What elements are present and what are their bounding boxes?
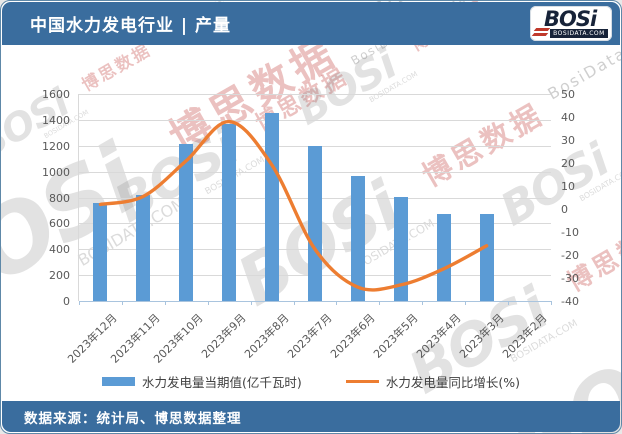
x-axis-tick xyxy=(465,301,467,305)
x-axis-tick xyxy=(422,301,424,305)
x-axis-tick xyxy=(379,301,381,305)
y-axis-left-tick-label: 800 xyxy=(49,191,70,205)
bar-2023年5月 xyxy=(393,196,408,301)
bosi-logo: BOSi​ BOSIDATA.COM xyxy=(530,6,612,41)
bar-2023年11月 xyxy=(136,194,151,301)
x-axis-tick xyxy=(164,301,166,305)
bar-2023年12月 xyxy=(93,202,108,301)
y-axis-right-tick-label: 0 xyxy=(561,203,568,216)
y-axis-left-tick-label: 400 xyxy=(49,243,70,257)
y-axis-right-tick-label: -30 xyxy=(561,272,579,285)
x-axis-label: 2023年8月 xyxy=(242,311,292,361)
y-axis-right-tick-label: 30 xyxy=(561,134,575,147)
bar-2023年9月 xyxy=(222,124,237,301)
footer-bar: 数据来源：统计局、博思数据整理 xyxy=(2,401,620,432)
page-title: 中国水力发电行业 | 产量 xyxy=(30,16,232,36)
x-axis-label: 2023年4月 xyxy=(413,311,464,361)
y-axis-left-tick-label: 0 xyxy=(63,295,70,308)
x-axis-label: 2023年3月 xyxy=(456,311,507,361)
x-axis-tick xyxy=(508,301,510,305)
bar-2023年6月 xyxy=(350,176,365,301)
y-axis-left-tick-label: 600 xyxy=(49,217,70,231)
data-source-note: 数据来源：统计局、博思数据整理 xyxy=(24,410,242,427)
x-axis-tick xyxy=(336,301,338,305)
logo-domain: BOSIDATA.COM xyxy=(550,29,608,38)
legend-item-line-series: 水力发电量同比增长(%) xyxy=(345,372,520,391)
x-axis-tick xyxy=(121,301,123,305)
x-axis-label: 2023年7月 xyxy=(285,311,335,361)
header-bar: 中国水力发电行业 | 产量 BOSi​ BOSIDATA.COM xyxy=(2,2,620,45)
legend: 水力发电量当期值(亿千瓦时) 水力发电量同比增长(%) xyxy=(1,371,621,391)
x-axis-label: 2023年6月 xyxy=(328,311,378,361)
y-axis-right-tick-label: 40 xyxy=(561,111,575,124)
bar-2023年4月 xyxy=(436,214,451,301)
y-axis-right-tick-label: 50 xyxy=(561,88,575,101)
left-axis-line xyxy=(78,94,79,301)
bar-series-swatch-icon xyxy=(102,376,136,386)
x-axis-label: 2023年9月 xyxy=(199,311,249,361)
y-axis-right-tick-label: -10 xyxy=(561,226,579,239)
bar-2023年10月 xyxy=(179,143,194,301)
x-axis-label: 2023年2月 xyxy=(499,311,550,361)
bar-2023年3月 xyxy=(479,214,494,301)
x-axis-tick xyxy=(207,301,209,305)
x-axis-tick xyxy=(551,301,552,305)
gridline xyxy=(79,119,551,121)
bar-2023年7月 xyxy=(308,145,322,301)
y-axis-left-tick-label: 1000 xyxy=(42,165,70,179)
y-axis-right-tick-label: 20 xyxy=(561,157,575,170)
y-axis-right-tick-label: 10 xyxy=(561,180,575,193)
legend-label: 水力发电量同比增长(%) xyxy=(385,374,520,390)
x-axis-line xyxy=(79,301,551,302)
y-axis-left-tick-label: 1400 xyxy=(42,113,70,127)
logo-wordmark: BOSi​ xyxy=(544,7,597,31)
gridline xyxy=(79,94,551,95)
logo-stripe-icon xyxy=(533,28,551,31)
y-axis-right-tick-label: -40 xyxy=(561,295,579,308)
legend-label: 水力发电量当期值(亿千瓦时) xyxy=(142,374,302,390)
x-axis-tick xyxy=(250,301,252,305)
yoy-growth-line xyxy=(98,119,489,292)
x-axis-tick xyxy=(293,301,295,305)
logo-stripe-icon xyxy=(531,33,549,36)
y-axis-left-tick-label: 1600 xyxy=(42,88,70,101)
line-series-swatch-icon xyxy=(345,379,379,383)
plot-area: 1600 1400 1200 1000 800 600 400 200 0 50 40 30 20 10 0… xyxy=(42,89,579,366)
y-axis-left-tick-label: 1200 xyxy=(42,139,70,153)
x-axis-label: 2023年5月 xyxy=(370,311,421,361)
y-axis-right-tick-label: -20 xyxy=(561,249,579,262)
legend-item-bar-series: 水力发电量当期值(亿千瓦时) xyxy=(102,372,302,391)
x-axis-tick xyxy=(79,301,80,305)
y-axis-left-tick-label: 200 xyxy=(49,269,70,283)
